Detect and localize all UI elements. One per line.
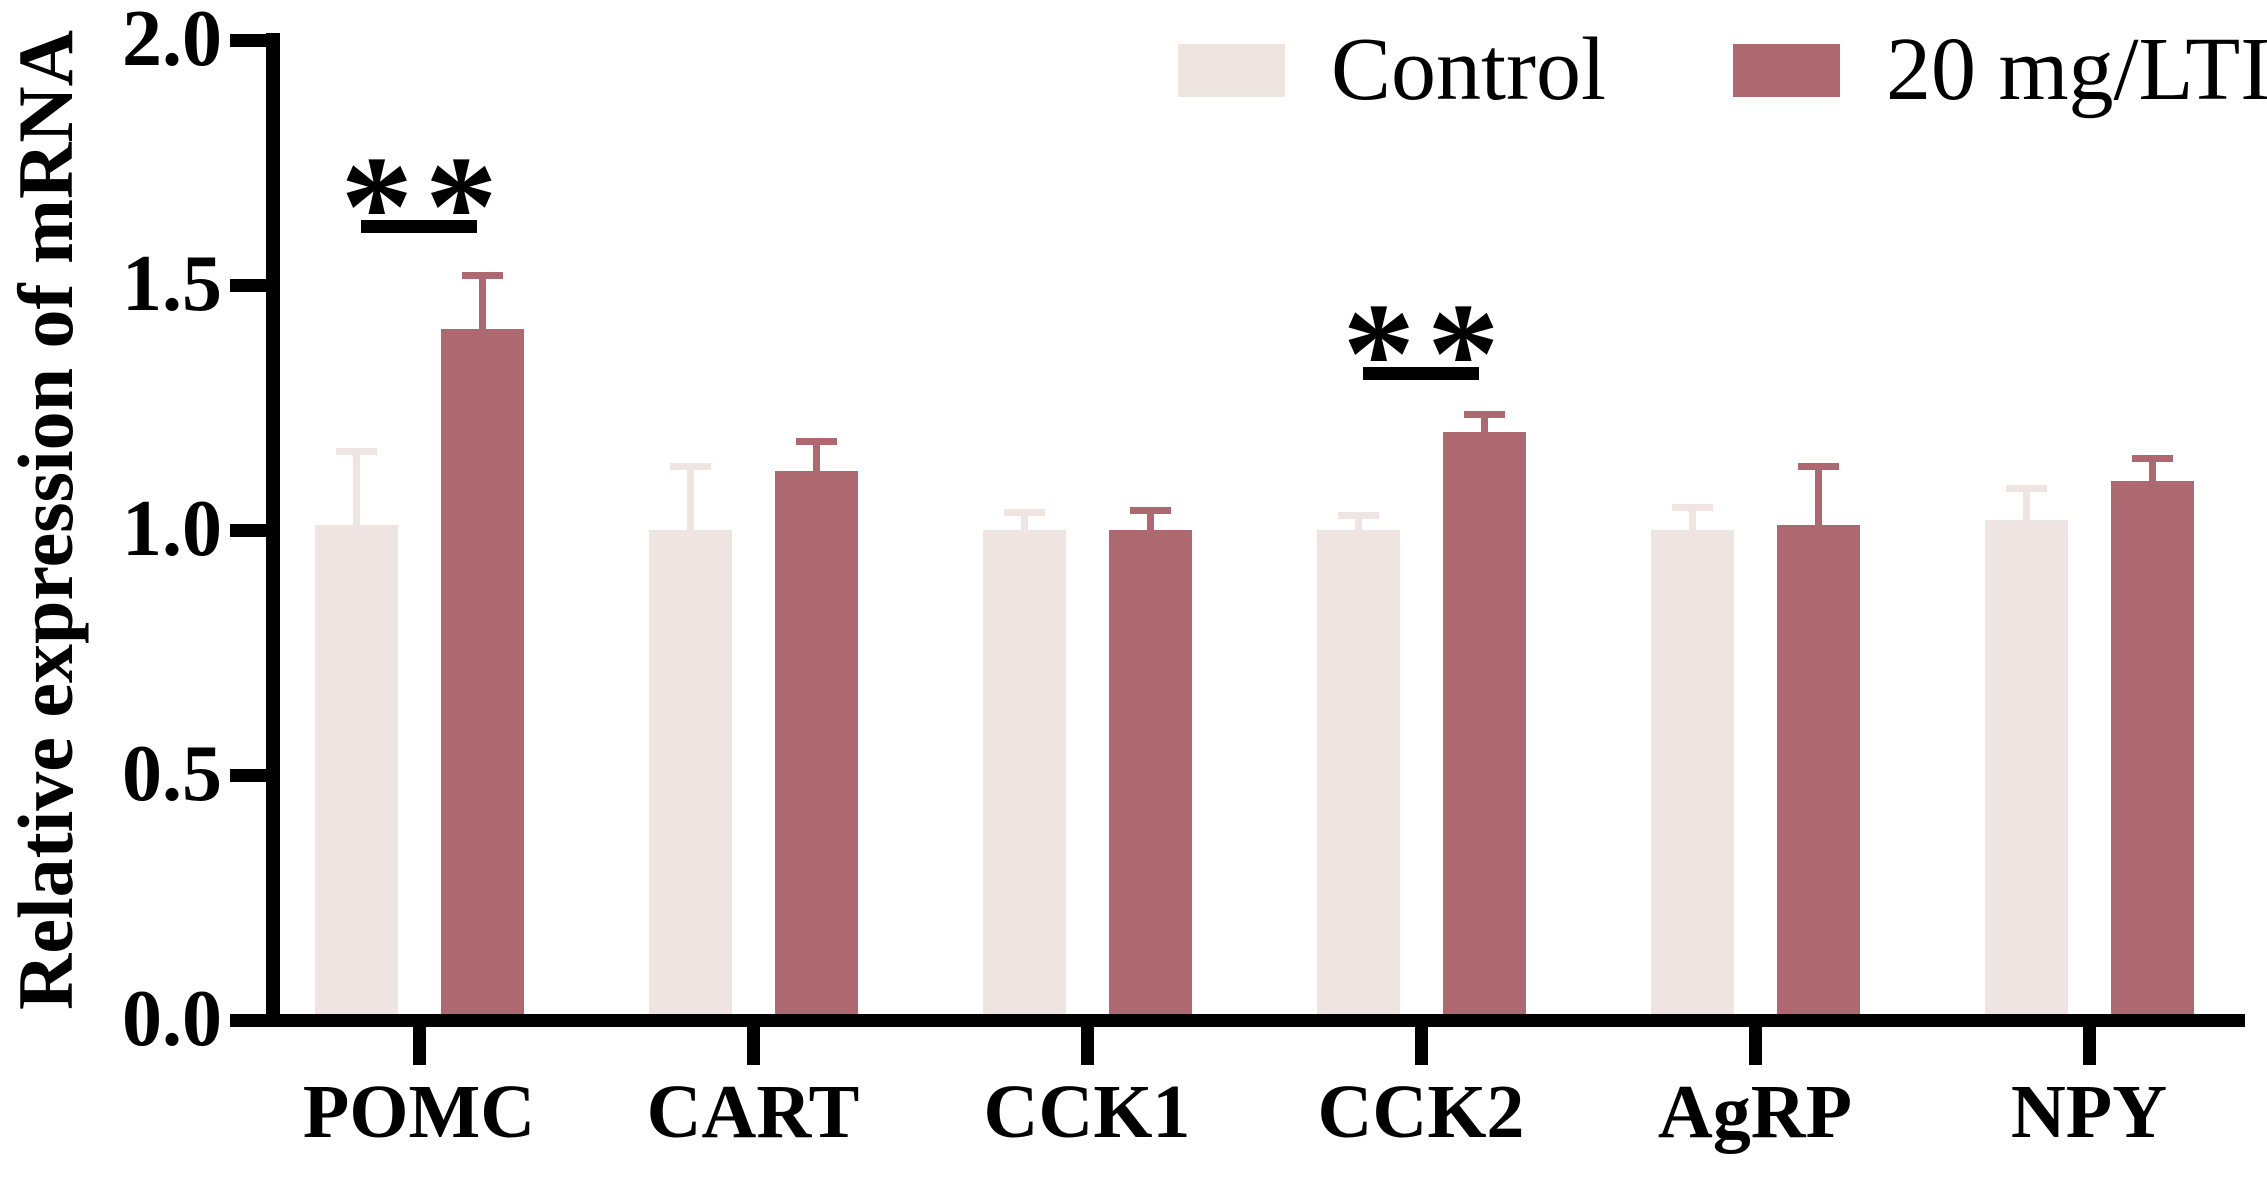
error-bar-stem	[2148, 458, 2156, 481]
error-bar-cap	[1463, 411, 1505, 419]
significance-line	[361, 219, 477, 233]
error-bar-cap	[1671, 504, 1713, 512]
error-bar-cap	[2131, 455, 2173, 463]
x-category-label: POMC	[302, 1070, 536, 1154]
x-category-label: NPY	[2010, 1070, 2168, 1154]
error-bar-stem	[478, 275, 486, 330]
bar	[1108, 530, 1192, 1027]
bar	[2110, 481, 2194, 1027]
y-tick-label: 0.5	[122, 730, 222, 818]
error-bar-cap	[1337, 511, 1379, 519]
x-tick	[1748, 1027, 1762, 1065]
legend-swatch-treatment	[1733, 43, 1840, 97]
x-tick	[412, 1027, 426, 1065]
x-tick	[1080, 1027, 1094, 1065]
y-tick	[230, 768, 266, 782]
y-tick	[230, 278, 266, 292]
y-tick-label: 1.5	[122, 240, 222, 328]
bar	[648, 530, 732, 1027]
legend-swatch-control	[1178, 43, 1285, 97]
bar	[1442, 432, 1526, 1027]
error-bar-stem	[812, 441, 820, 472]
bar	[314, 525, 398, 1027]
error-bar-stem	[2022, 488, 2030, 521]
bar	[1650, 530, 1734, 1027]
error-bar-stem	[352, 451, 360, 526]
error-bar-cap	[1129, 506, 1171, 514]
bar	[1776, 525, 1860, 1027]
bar	[982, 530, 1066, 1027]
y-tick	[230, 1013, 266, 1027]
legend-label-treatment: 20 mg/LTI	[1886, 20, 2267, 119]
y-tick-label: 1.0	[122, 485, 222, 573]
legend-label-control: Control	[1331, 20, 1607, 119]
legend-item-treatment: 20 mg/LTI	[1733, 25, 2267, 115]
error-bar-stem	[1480, 414, 1488, 432]
y-tick-label: 2.0	[122, 0, 222, 83]
error-bar-cap	[795, 438, 837, 446]
error-bar-cap	[2005, 484, 2047, 492]
x-tick	[746, 1027, 760, 1065]
error-bar-cap	[335, 448, 377, 456]
error-bar-stem	[1688, 507, 1696, 530]
bar	[1316, 530, 1400, 1027]
y-tick	[230, 33, 266, 47]
error-bar-stem	[1146, 510, 1154, 530]
x-tick	[2082, 1027, 2096, 1065]
legend-item-control: Control	[1178, 25, 1606, 115]
bar	[440, 329, 524, 1027]
x-axis-line	[266, 1014, 2245, 1027]
error-bar-stem	[1814, 466, 1822, 526]
y-axis-line	[266, 33, 280, 1027]
significance-label: **	[340, 126, 510, 287]
bar	[774, 471, 858, 1027]
significance-line	[1363, 366, 1479, 380]
y-tick	[230, 523, 266, 537]
error-bar-cap	[669, 462, 711, 470]
x-category-label: CART	[646, 1070, 860, 1154]
error-bar-cap	[1797, 462, 1839, 470]
y-tick-label: 0.0	[122, 975, 222, 1063]
x-category-label: CCK1	[983, 1070, 1191, 1154]
x-category-label: CCK2	[1317, 1070, 1525, 1154]
significance-label: **	[1342, 273, 1512, 434]
error-bar-stem	[1354, 515, 1362, 530]
error-bar-stem	[1020, 512, 1028, 530]
error-bar-stem	[686, 466, 694, 530]
error-bar-cap	[461, 271, 503, 279]
error-bar-cap	[1003, 509, 1045, 517]
x-tick	[1414, 1027, 1428, 1065]
x-category-label: AgRP	[1657, 1070, 1853, 1154]
bar	[1984, 520, 2068, 1027]
